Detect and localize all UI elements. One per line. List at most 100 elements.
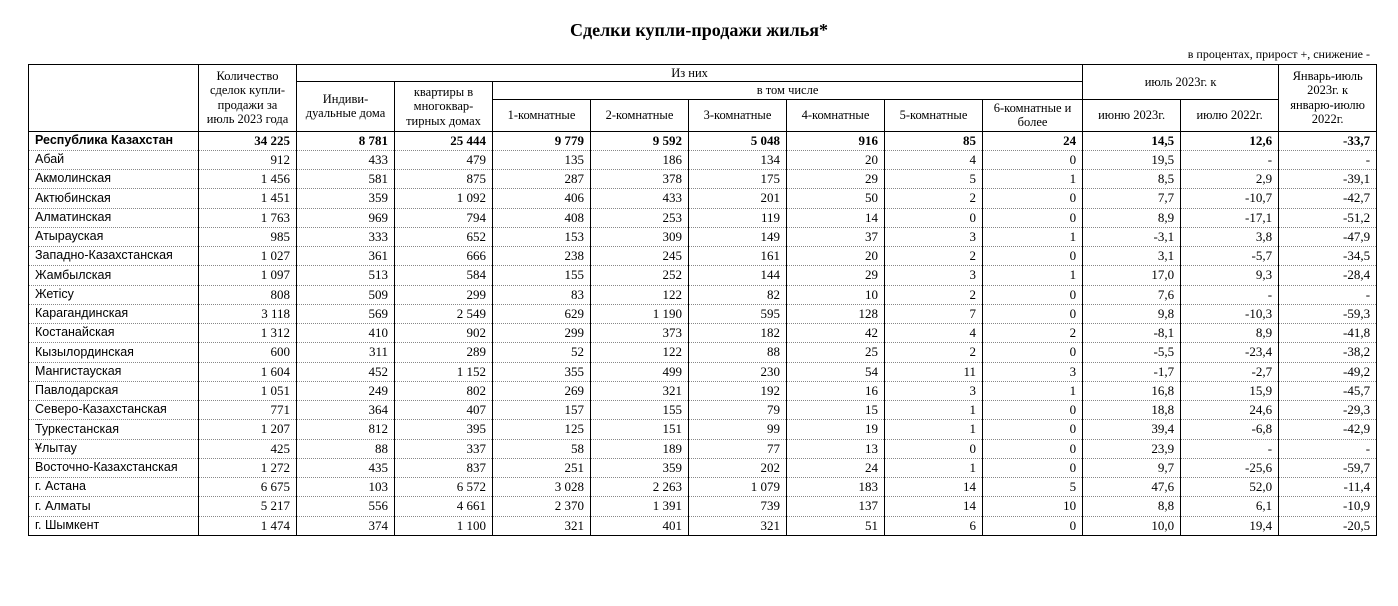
cell-value: 0	[885, 439, 983, 458]
cell-value: 0	[983, 208, 1083, 227]
cell-value: 8 781	[297, 131, 395, 150]
cell-value: 252	[591, 266, 689, 285]
cell-value: 29	[787, 170, 885, 189]
cell-value: 9,3	[1181, 266, 1279, 285]
cell-value: 812	[297, 420, 395, 439]
cell-value: 479	[395, 150, 493, 169]
cell-value: 122	[591, 285, 689, 304]
cell-value: 192	[689, 381, 787, 400]
cell-value: 4 661	[395, 497, 493, 516]
cell-value: 902	[395, 324, 493, 343]
cell-region: Абай	[29, 150, 199, 169]
cell-value: 299	[395, 285, 493, 304]
table-row: Актюбинская1 4513591 09240643320150207,7…	[29, 189, 1377, 208]
cell-value: 1 604	[199, 362, 297, 381]
cell-value: -25,6	[1181, 458, 1279, 477]
cell-value: -10,3	[1181, 304, 1279, 323]
col-jul22: июлю 2022г.	[1181, 99, 1279, 131]
cell-value: 23,9	[1083, 439, 1181, 458]
cell-value: 556	[297, 497, 395, 516]
cell-value: 321	[591, 381, 689, 400]
cell-region: Восточно-Казахстанская	[29, 458, 199, 477]
cell-value: -1,7	[1083, 362, 1181, 381]
cell-value: 6 675	[199, 478, 297, 497]
cell-value: 19	[787, 420, 885, 439]
cell-value: 0	[983, 439, 1083, 458]
cell-value: 47,6	[1083, 478, 1181, 497]
cell-value: 2,9	[1181, 170, 1279, 189]
cell-region: Костанайская	[29, 324, 199, 343]
cell-value: -34,5	[1279, 247, 1377, 266]
cell-value: 3,1	[1083, 247, 1181, 266]
cell-value: -10,7	[1181, 189, 1279, 208]
cell-value: 3 028	[493, 478, 591, 497]
cell-value: 359	[297, 189, 395, 208]
table-row: г. Шымкент1 4743741 100321401321516010,0…	[29, 516, 1377, 535]
cell-value: 600	[199, 343, 297, 362]
cell-value: 794	[395, 208, 493, 227]
table-row: Кызылординская60031128952122882520-5,5-2…	[29, 343, 1377, 362]
cell-value: 569	[297, 304, 395, 323]
cell-value: 14	[885, 478, 983, 497]
cell-value: 14	[885, 497, 983, 516]
cell-value: 2	[983, 324, 1083, 343]
cell-value: 24	[787, 458, 885, 477]
cell-value: -	[1181, 150, 1279, 169]
cell-value: 985	[199, 227, 297, 246]
cell-value: 311	[297, 343, 395, 362]
cell-value: 202	[689, 458, 787, 477]
cell-value: -	[1181, 439, 1279, 458]
cell-value: 7,7	[1083, 189, 1181, 208]
col-3room: 3-комнатные	[689, 99, 787, 131]
cell-value: 1	[983, 381, 1083, 400]
cell-value: 1	[983, 227, 1083, 246]
cell-value: -5,5	[1083, 343, 1181, 362]
cell-value: 1 763	[199, 208, 297, 227]
cell-value: -39,1	[1279, 170, 1377, 189]
cell-value: 1 456	[199, 170, 297, 189]
cell-value: 155	[493, 266, 591, 285]
cell-value: 20	[787, 247, 885, 266]
cell-value: 875	[395, 170, 493, 189]
cell-value: 269	[493, 381, 591, 400]
cell-value: 1	[983, 266, 1083, 285]
cell-value: 0	[983, 420, 1083, 439]
cell-value: 1 100	[395, 516, 493, 535]
cell-value: 183	[787, 478, 885, 497]
cell-value: 39,4	[1083, 420, 1181, 439]
table-row: Мангистауская1 6044521 15235549923054113…	[29, 362, 1377, 381]
cell-value: 2 549	[395, 304, 493, 323]
cell-value: 54	[787, 362, 885, 381]
table-row: Алматинская1 76396979440825311914008,9-1…	[29, 208, 1377, 227]
cell-value: -41,8	[1279, 324, 1377, 343]
cell-value: 24,6	[1181, 401, 1279, 420]
col-6room: 6-комнатные и более	[983, 99, 1083, 131]
table-body: Республика Казахстан34 2258 78125 4449 7…	[29, 131, 1377, 535]
cell-value: 5 217	[199, 497, 297, 516]
cell-value: -49,2	[1279, 362, 1377, 381]
cell-value: 3	[983, 362, 1083, 381]
cell-value: 14	[787, 208, 885, 227]
cell-value: 128	[787, 304, 885, 323]
cell-value: 16,8	[1083, 381, 1181, 400]
cell-value: 157	[493, 401, 591, 420]
cell-value: 1 051	[199, 381, 297, 400]
cell-value: 407	[395, 401, 493, 420]
cell-value: 1 312	[199, 324, 297, 343]
cell-value: 2	[885, 343, 983, 362]
cell-value: 4	[885, 150, 983, 169]
col-5room: 5-комнатные	[885, 99, 983, 131]
cell-value: 6	[885, 516, 983, 535]
cell-value: 2	[885, 247, 983, 266]
cell-value: 15	[787, 401, 885, 420]
cell-region: Мангистауская	[29, 362, 199, 381]
cell-value: 1 027	[199, 247, 297, 266]
cell-value: 3	[885, 381, 983, 400]
cell-value: 175	[689, 170, 787, 189]
cell-value: -38,2	[1279, 343, 1377, 362]
cell-value: 509	[297, 285, 395, 304]
cell-value: 245	[591, 247, 689, 266]
cell-region: Ұлытау	[29, 439, 199, 458]
cell-value: 18,8	[1083, 401, 1181, 420]
cell-value: 58	[493, 439, 591, 458]
